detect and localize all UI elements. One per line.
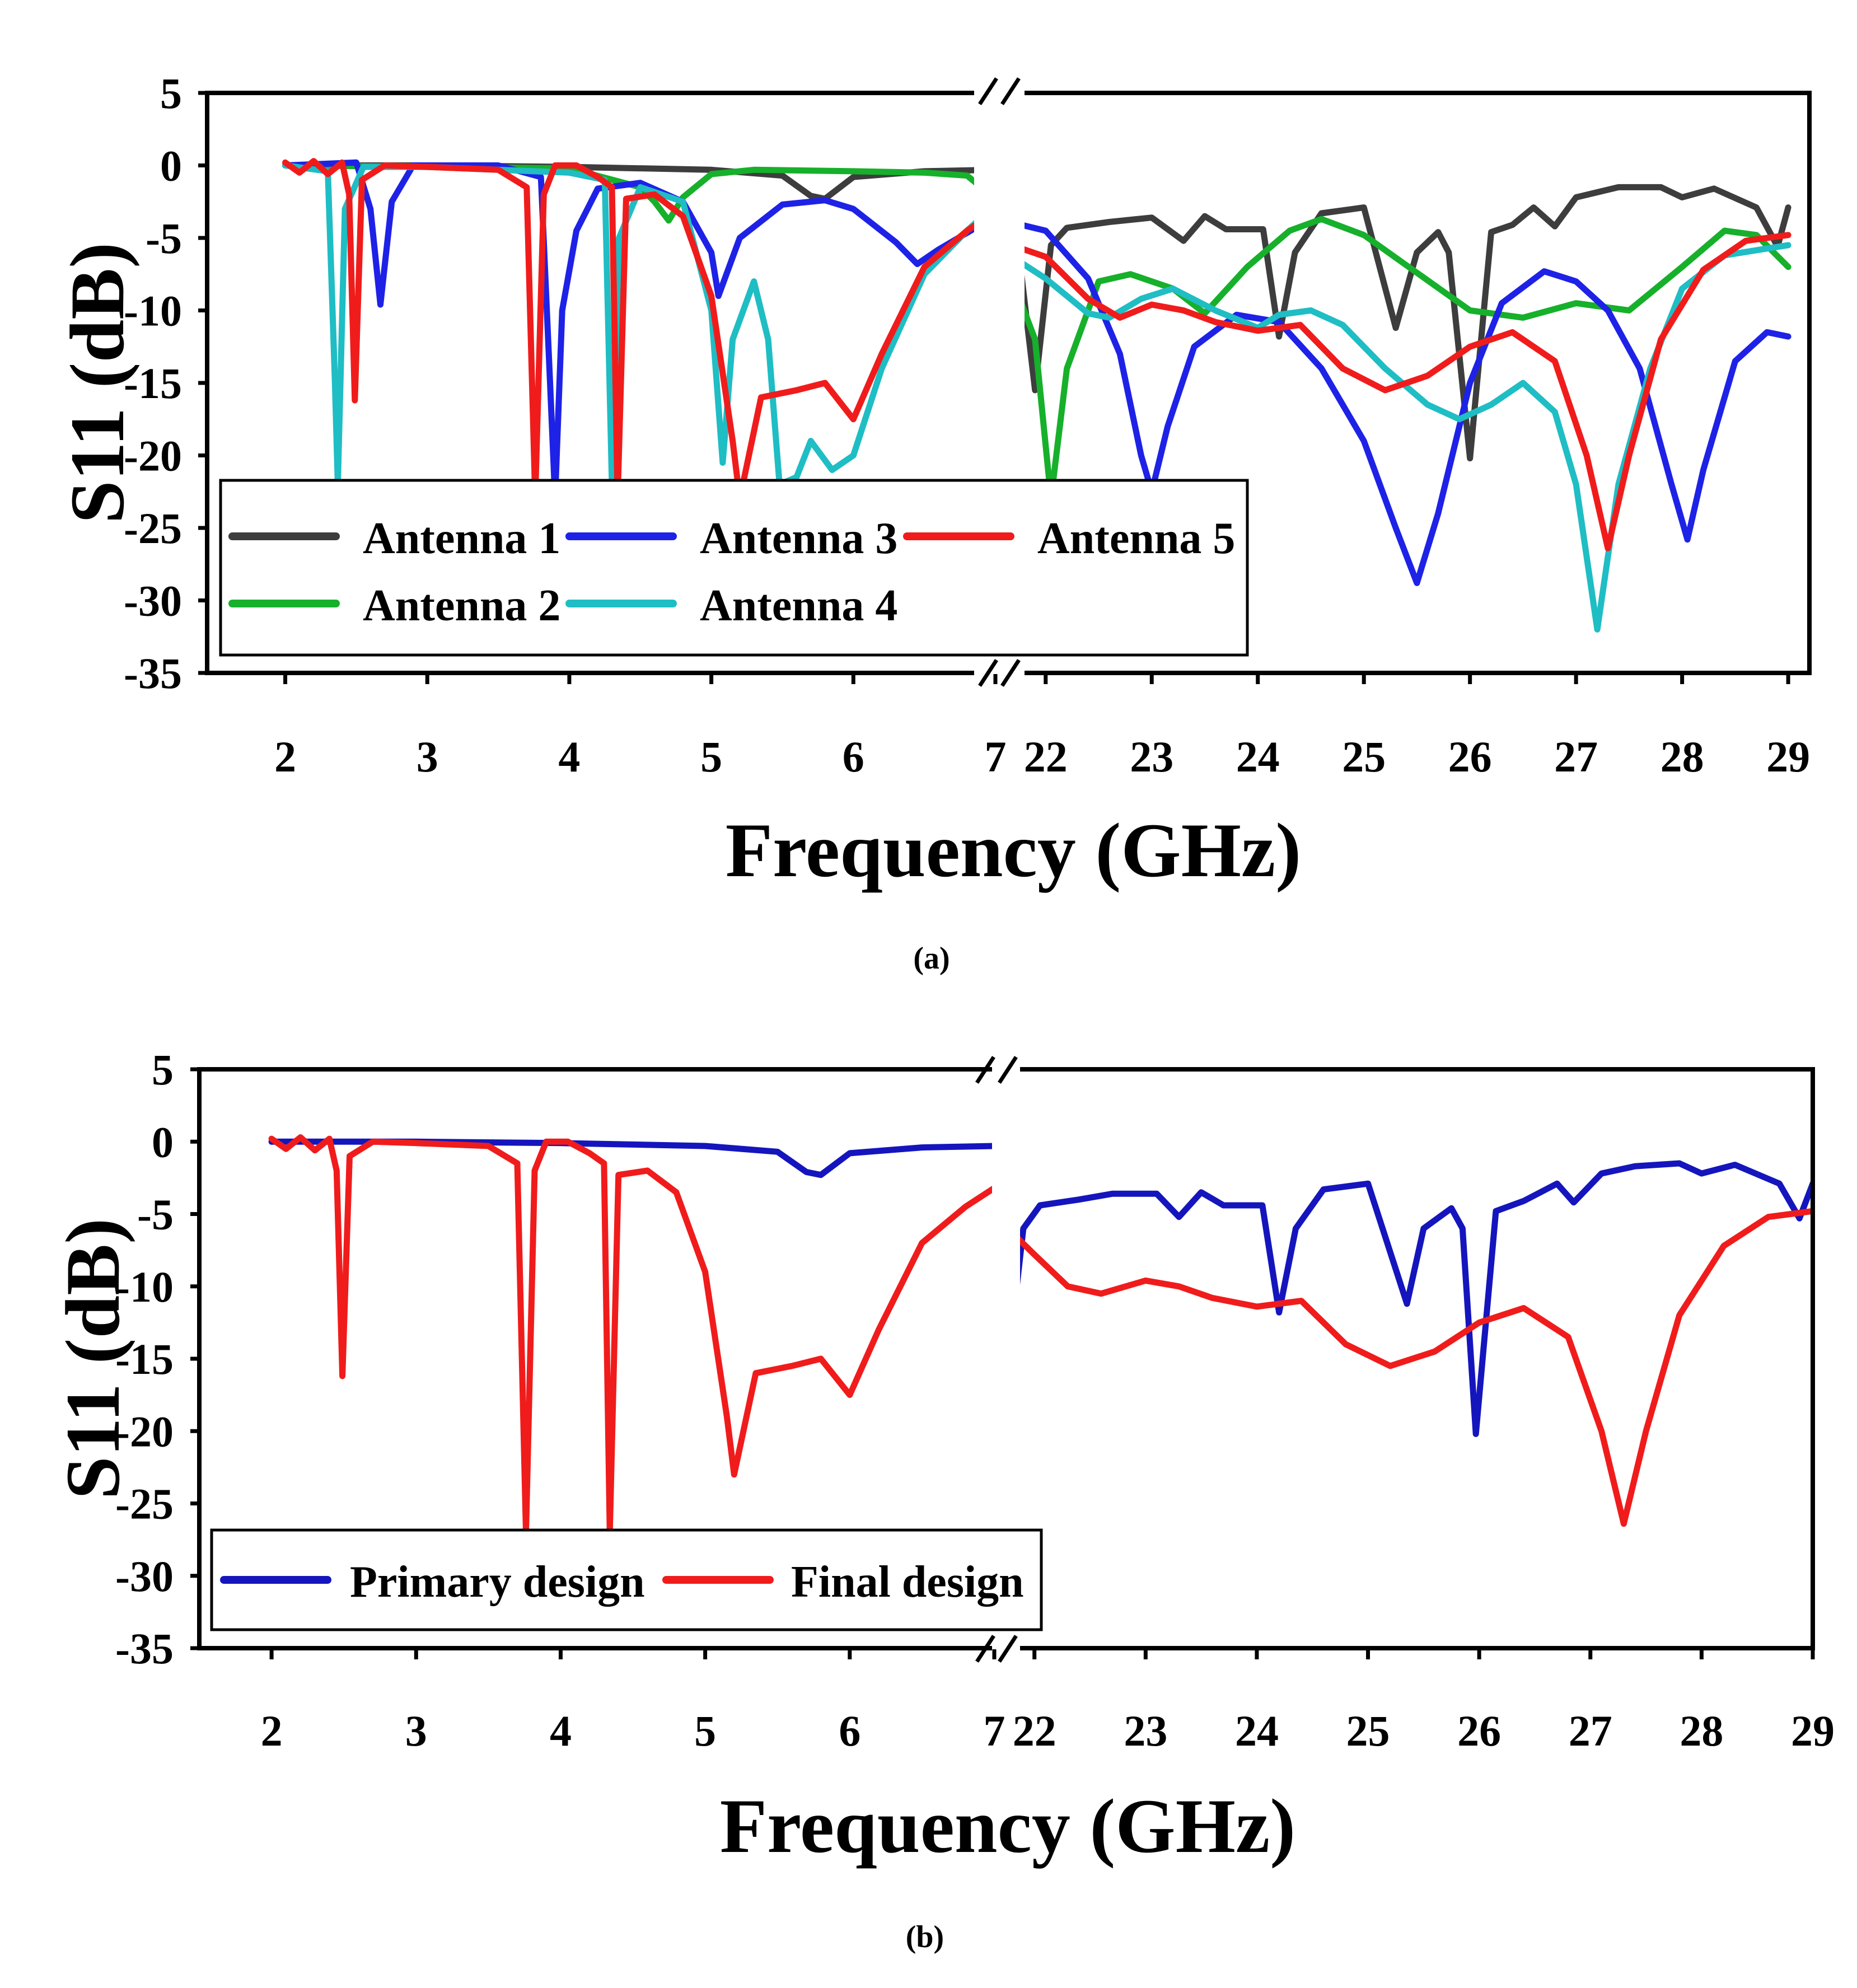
series-line-final-design-high bbox=[1012, 1208, 1813, 1527]
y-tick-label: 5 bbox=[152, 1045, 174, 1094]
panel-b-legend: Primary design Final design bbox=[210, 1528, 1043, 1631]
panel-b-x-axis: 2 3 4 5 6 7 22 23 24 25 26 27 28 29 bbox=[261, 1649, 1835, 1755]
x-tick-label: 27 bbox=[1569, 1706, 1612, 1755]
legend-label-primary-design: Primary design bbox=[350, 1557, 645, 1607]
legend-entry-primary-design: Primary design bbox=[220, 1557, 645, 1607]
series-line-antenna-5-low bbox=[282, 158, 995, 502]
panel-b-legend-box bbox=[210, 1528, 1043, 1631]
panel-a-legend: Antenna 1 Antenna 3 Antenna 5 Antenna 2 … bbox=[219, 479, 1249, 657]
y-tick-label: -15 bbox=[115, 1335, 174, 1383]
x-tick-label: 23 bbox=[1124, 1706, 1167, 1755]
x-tick-label: 29 bbox=[1766, 732, 1810, 781]
y-tick-label: -10 bbox=[124, 287, 182, 335]
x-tick-label: 3 bbox=[405, 1706, 427, 1755]
panel-b: 50-5-10-15-20-25-30-35 2 3 4 5 6 7 22 23 24 25 26 2… bbox=[50, 1045, 1835, 1954]
panel-a-y-axis-label: S11 (dB) bbox=[54, 242, 140, 523]
legend-label-antenna-2: Antenna 2 bbox=[363, 581, 560, 630]
y-tick-label: -35 bbox=[115, 1624, 174, 1673]
panel-a-caption: (a) bbox=[913, 941, 949, 976]
x-tick-label: 27 bbox=[1554, 732, 1598, 781]
legend-label-antenna-1: Antenna 1 bbox=[363, 514, 560, 563]
x-tick-label: 24 bbox=[1236, 732, 1280, 781]
legend-label-antenna-3: Antenna 3 bbox=[700, 514, 897, 563]
y-tick-label: -15 bbox=[124, 359, 182, 408]
panel-a-break-mark-top-2 bbox=[1000, 77, 1021, 105]
x-tick-label: 2 bbox=[274, 732, 296, 781]
panel-b-break-mark-top-2 bbox=[998, 1056, 1018, 1084]
x-tick-label: 28 bbox=[1660, 732, 1704, 781]
series-line-primary-design-high bbox=[1012, 1160, 1813, 1437]
x-tick-label: 6 bbox=[843, 732, 864, 781]
x-tick-label: 2 bbox=[261, 1706, 283, 1755]
legend-entry-final-design: Final design bbox=[662, 1557, 1024, 1607]
panel-a: 50-5-10-15-20-25-30-35 2 3 4 5 6 7 22 23 24 25 26 2… bbox=[54, 69, 1812, 976]
legend-entry-antenna-4: Antenna 4 bbox=[565, 581, 897, 630]
legend-label-antenna-4: Antenna 4 bbox=[700, 581, 897, 630]
panel-a-break-mark-bottom-2 bbox=[1000, 659, 1021, 687]
panel-a-break-mark-top-1 bbox=[978, 77, 998, 105]
x-tick-label: 3 bbox=[417, 732, 438, 781]
x-tick-label: 26 bbox=[1448, 732, 1492, 781]
panel-b-break-mark-bottom-1 bbox=[975, 1635, 995, 1663]
y-tick-label: -20 bbox=[115, 1407, 174, 1456]
series-line-antenna-3-high bbox=[1003, 217, 1791, 586]
x-tick-label: 26 bbox=[1457, 1706, 1501, 1755]
legend-entry-antenna-5: Antenna 5 bbox=[903, 514, 1235, 563]
y-tick-label: -35 bbox=[124, 649, 182, 698]
series-line-antenna-2-high bbox=[1003, 216, 1791, 502]
panel-b-plot-area bbox=[268, 1134, 1813, 1536]
y-tick-label: -25 bbox=[115, 1480, 174, 1528]
y-tick-label: -20 bbox=[124, 432, 182, 480]
y-tick-label: -5 bbox=[137, 1190, 174, 1239]
x-tick-label: 4 bbox=[550, 1706, 572, 1755]
x-tick-label: 4 bbox=[558, 732, 580, 781]
panel-b-y-axis: 5 0 -5 -10 -15 -20 -25 -30 -35 bbox=[115, 1045, 199, 1673]
series-line-primary-design-low bbox=[268, 1138, 994, 1178]
x-tick-label: 24 bbox=[1235, 1706, 1279, 1755]
y-tick-label: 0 bbox=[152, 1117, 174, 1166]
panel-b-y-axis-label: S11 (dB) bbox=[50, 1218, 135, 1499]
legend-label-final-design: Final design bbox=[791, 1557, 1024, 1607]
y-tick-label: 5 bbox=[160, 69, 182, 118]
x-tick-label: 5 bbox=[694, 1706, 716, 1755]
x-tick-label: 7 bbox=[985, 732, 1007, 781]
x-tick-label: 22 bbox=[1013, 1706, 1056, 1755]
x-tick-label: 7 bbox=[984, 1706, 1005, 1755]
x-tick-label: 28 bbox=[1680, 1706, 1723, 1755]
series-line-antenna-5-high bbox=[1003, 232, 1791, 551]
x-tick-label: 22 bbox=[1024, 732, 1068, 781]
panel-b-break-mark-top-1 bbox=[975, 1056, 995, 1084]
x-tick-label: 6 bbox=[839, 1706, 860, 1755]
legend-entry-antenna-1: Antenna 1 bbox=[228, 514, 560, 563]
series-line-final-design-low bbox=[268, 1134, 994, 1536]
legend-entry-antenna-3: Antenna 3 bbox=[565, 514, 897, 563]
y-tick-label: -30 bbox=[115, 1552, 174, 1601]
panel-a-plot-area bbox=[282, 158, 1791, 633]
y-tick-label: -10 bbox=[115, 1262, 174, 1311]
panel-a-break-mark-bottom-1 bbox=[978, 659, 998, 687]
y-tick-label: -30 bbox=[124, 577, 182, 625]
legend-label-antenna-5: Antenna 5 bbox=[1037, 514, 1235, 563]
series-line-antenna-3-low bbox=[282, 159, 995, 502]
x-tick-label: 25 bbox=[1346, 1706, 1390, 1755]
x-tick-label: 5 bbox=[700, 732, 722, 781]
panel-a-legend-box bbox=[219, 479, 1249, 657]
series-line-antenna-1-high bbox=[1003, 184, 1791, 462]
panel-b-break-mark-bottom-2 bbox=[998, 1635, 1018, 1663]
panel-a-y-axis: 5 0 -5 -10 -15 -20 -25 -30 -35 bbox=[124, 69, 207, 698]
x-tick-label: 29 bbox=[1791, 1706, 1835, 1755]
panel-a-x-axis-label: Frequency (GHz) bbox=[726, 807, 1301, 893]
panel-b-caption: (b) bbox=[906, 1920, 944, 1954]
y-tick-label: 0 bbox=[160, 142, 182, 190]
y-tick-label: -5 bbox=[146, 214, 182, 263]
x-tick-label: 25 bbox=[1342, 732, 1386, 781]
x-tick-label: 23 bbox=[1130, 732, 1173, 781]
panel-a-x-axis: 2 3 4 5 6 7 22 23 24 25 26 27 28 29 bbox=[274, 674, 1810, 781]
panel-b-x-axis-label: Frequency (GHz) bbox=[720, 1783, 1295, 1869]
y-tick-label: -25 bbox=[124, 504, 182, 553]
legend-entry-antenna-2: Antenna 2 bbox=[228, 581, 560, 630]
